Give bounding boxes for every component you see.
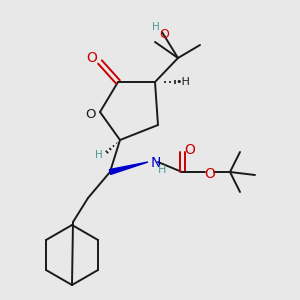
Text: O: O [86, 109, 96, 122]
Text: N: N [151, 156, 161, 170]
Text: O: O [87, 51, 98, 65]
Text: H: H [158, 165, 166, 175]
Text: H: H [95, 150, 103, 160]
Text: H: H [152, 22, 160, 32]
Text: O: O [205, 167, 215, 181]
Text: O: O [184, 143, 195, 157]
Polygon shape [110, 162, 148, 174]
Text: •H: •H [176, 77, 190, 87]
Text: O: O [159, 28, 169, 40]
